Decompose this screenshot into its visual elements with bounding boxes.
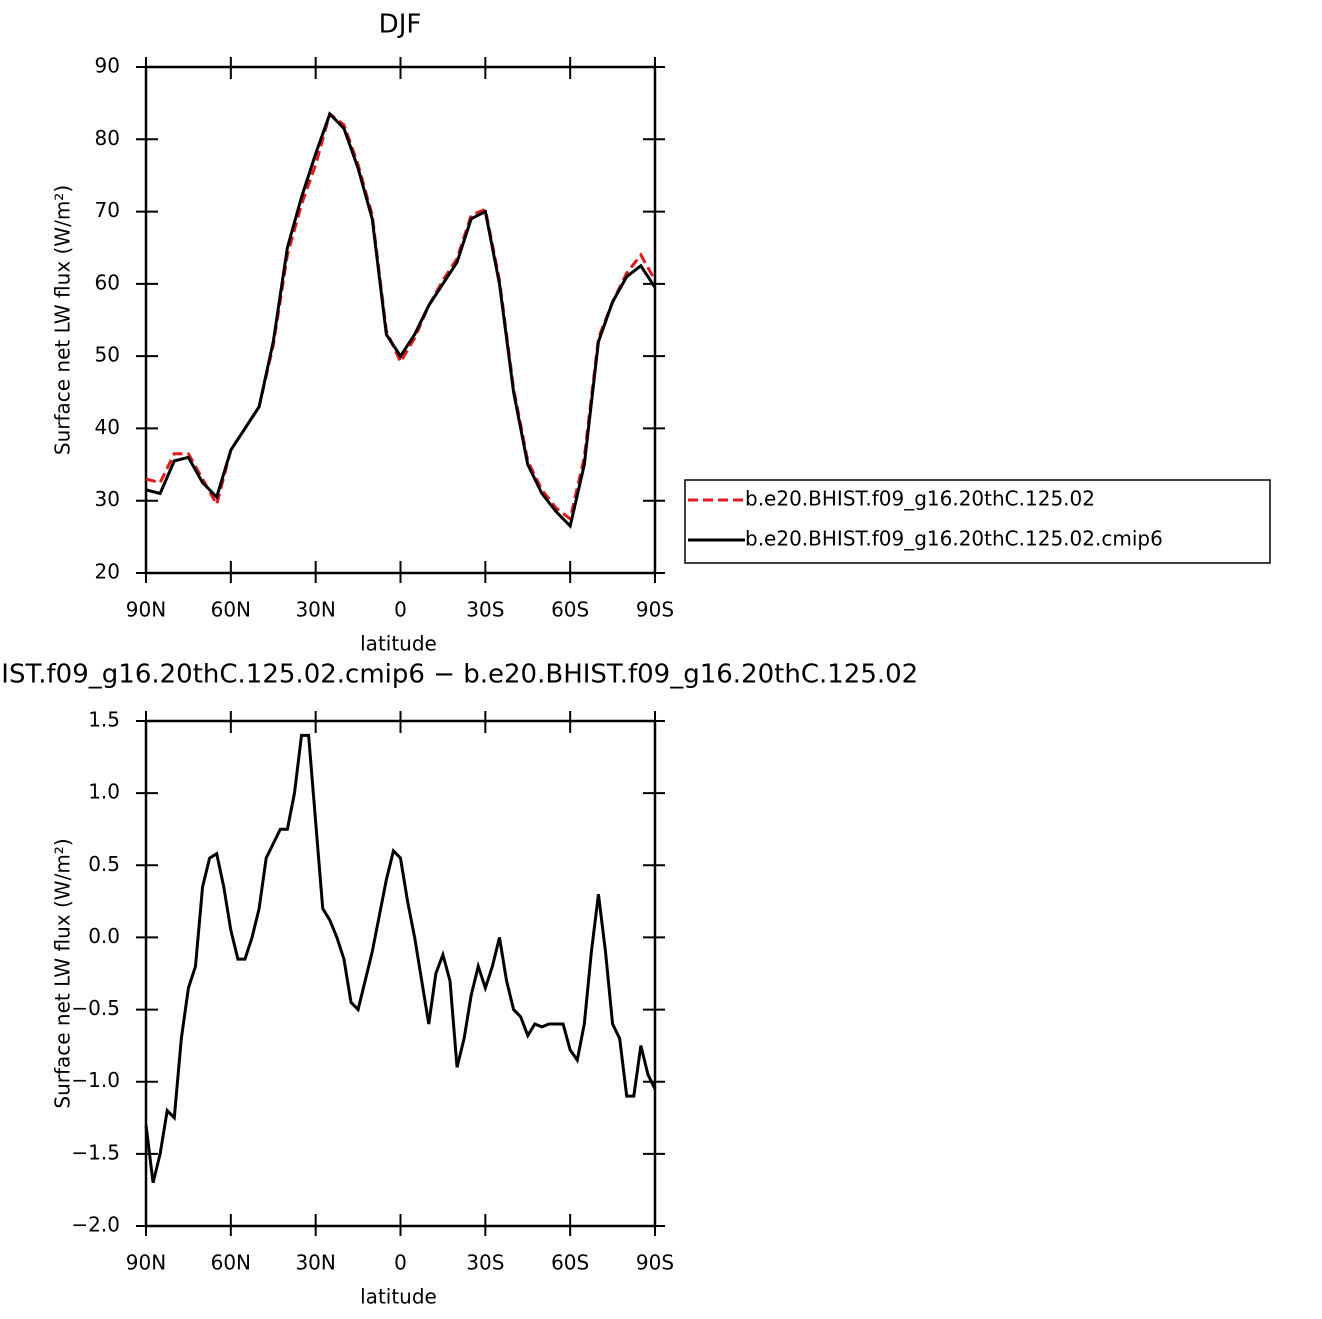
y-tick-label: 60 xyxy=(95,270,120,294)
chart-title: b.e20.BHIST.f09_g16.20thC.125.02.cmip6 −… xyxy=(0,660,918,690)
y-axis-label: Surface net LW flux (W/m²) xyxy=(51,838,75,1108)
legend-label: b.e20.BHIST.f09_g16.20thC.125.02.cmip6 xyxy=(745,527,1163,551)
legend-label: b.e20.BHIST.f09_g16.20thC.125.02 xyxy=(745,487,1095,511)
x-tick-label: 0 xyxy=(394,1251,407,1275)
legend-box xyxy=(684,479,1271,564)
y-tick-label: 20 xyxy=(95,560,120,584)
series-line xyxy=(144,733,657,1184)
y-tick-label: 80 xyxy=(95,126,120,150)
x-tick-label: 60S xyxy=(551,1251,589,1275)
plot-frame xyxy=(144,719,657,1228)
y-tick-label: 0.5 xyxy=(88,852,120,876)
y-tick-label: 1.5 xyxy=(88,708,120,732)
y-tick-label: 70 xyxy=(95,198,120,222)
y-tick-label: 40 xyxy=(95,415,120,439)
y-tick-label: 0.0 xyxy=(88,924,120,948)
x-tick-label: 90S xyxy=(636,1251,674,1275)
y-tick-label: 90 xyxy=(95,54,120,78)
y-tick-label: −1.0 xyxy=(71,1068,120,1092)
y-tick-label: −1.5 xyxy=(71,1140,120,1164)
series-line xyxy=(145,111,657,530)
y-axis-label: Surface net LW flux (W/m²) xyxy=(51,185,75,455)
y-tick-label: 30 xyxy=(95,487,120,511)
x-axis-label: latitude xyxy=(360,1285,437,1309)
x-tick-label: 30N xyxy=(295,1251,335,1275)
x-tick-label: 0 xyxy=(394,598,407,622)
x-tick-label: 90N xyxy=(126,598,166,622)
plot-frame xyxy=(144,65,657,575)
x-tick-label: 30N xyxy=(295,598,335,622)
x-tick-label: 60S xyxy=(551,598,589,622)
y-tick-label: 50 xyxy=(95,343,120,367)
x-tick-label: 60N xyxy=(211,1251,251,1275)
x-tick-label: 90N xyxy=(126,1251,166,1275)
x-tick-label: 30S xyxy=(466,1251,504,1275)
y-tick-label: −2.0 xyxy=(71,1213,120,1237)
y-tick-label: 1.0 xyxy=(88,780,120,804)
y-tick-label: −0.5 xyxy=(71,996,120,1020)
x-tick-label: 60N xyxy=(211,598,251,622)
x-tick-label: 30S xyxy=(466,598,504,622)
series-line xyxy=(145,111,657,522)
x-axis-label: latitude xyxy=(360,632,437,656)
chart-title: DJF xyxy=(379,10,422,40)
x-tick-label: 90S xyxy=(636,598,674,622)
